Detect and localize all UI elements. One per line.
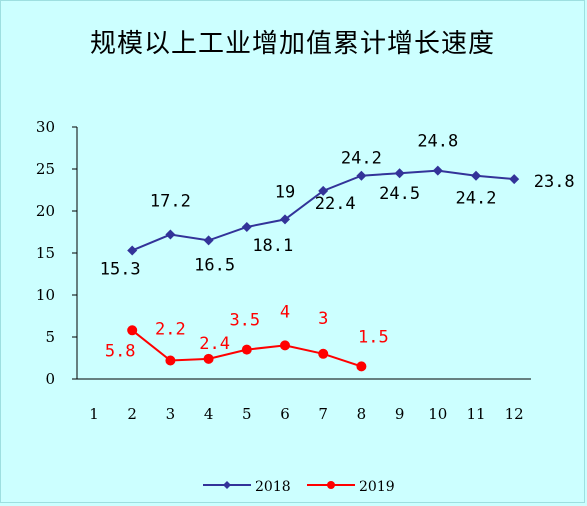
data-label: 24.2 — [456, 189, 497, 209]
x-tick-label: 12 — [505, 405, 524, 423]
y-tick-label: 20 — [36, 202, 55, 220]
legend-label-2018: 2018 — [255, 479, 291, 495]
data-label: 2.4 — [199, 334, 230, 354]
x-tick-label: 3 — [166, 405, 176, 423]
data-label: 3 — [318, 309, 328, 329]
legend-marker — [327, 481, 335, 489]
data-label: 19 — [275, 182, 295, 202]
legend-marker — [223, 481, 231, 489]
data-label: 24.5 — [379, 184, 420, 204]
x-tick-label: 1 — [89, 405, 99, 423]
data-point — [356, 170, 367, 181]
data-point — [127, 325, 138, 336]
x-tick-label: 11 — [466, 405, 485, 423]
data-point — [280, 214, 290, 225]
y-tick-label: 15 — [36, 244, 55, 262]
data-point — [356, 361, 367, 372]
data-label: 18.1 — [252, 236, 293, 256]
y-tick-label: 30 — [36, 118, 55, 136]
data-point — [471, 170, 481, 181]
y-tick-label: 25 — [36, 160, 55, 178]
data-label: 22.4 — [315, 194, 356, 214]
data-label: 16.5 — [194, 255, 235, 275]
data-label: 1.5 — [358, 327, 389, 347]
y-tick-label: 0 — [45, 370, 55, 388]
data-label: 24.8 — [417, 132, 458, 152]
data-point — [280, 340, 290, 351]
y-tick-label: 10 — [36, 286, 55, 304]
x-tick-label: 10 — [428, 405, 447, 423]
data-point — [127, 245, 138, 256]
legend-label-2019: 2019 — [359, 479, 395, 495]
data-label: 2.2 — [155, 320, 186, 340]
data-label: 23.8 — [534, 172, 575, 192]
data-point — [203, 235, 214, 246]
chart-title: 规模以上工业增加值累计增长速度 — [89, 29, 495, 59]
data-point — [165, 355, 176, 366]
data-point — [394, 168, 405, 179]
data-point — [318, 348, 329, 359]
data-point — [165, 229, 176, 240]
data-label: 4 — [280, 302, 290, 322]
data-label: 5.8 — [105, 341, 136, 361]
data-label: 15.3 — [100, 259, 141, 279]
x-tick-label: 8 — [357, 405, 367, 423]
data-point — [318, 185, 329, 196]
x-tick-label: 6 — [280, 405, 290, 423]
x-tick-label: 9 — [395, 405, 405, 423]
x-tick-label: 2 — [127, 405, 137, 423]
data-point — [241, 344, 252, 355]
data-point — [432, 165, 443, 176]
x-tick-label: 4 — [204, 405, 214, 423]
x-tick-label: 7 — [318, 405, 328, 423]
data-label: 24.2 — [341, 149, 382, 169]
data-label: 3.5 — [229, 311, 260, 331]
x-tick-label: 5 — [242, 405, 252, 423]
data-point — [203, 353, 214, 364]
data-label: 17.2 — [150, 192, 191, 212]
data-point — [509, 174, 520, 185]
data-point — [241, 221, 252, 232]
y-tick-label: 5 — [45, 328, 55, 346]
